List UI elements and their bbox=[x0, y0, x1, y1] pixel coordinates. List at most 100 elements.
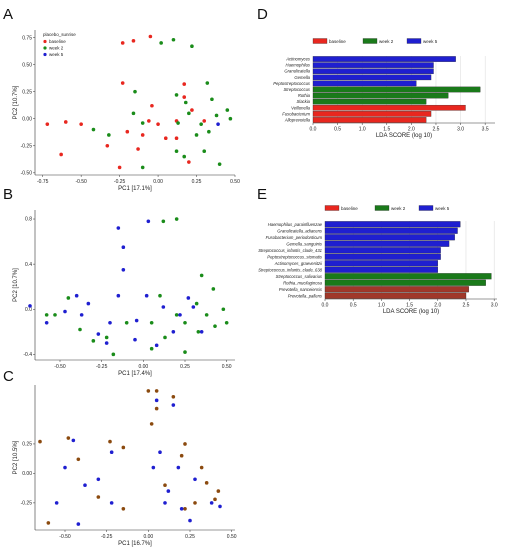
x-tick-label: 0.0 bbox=[322, 303, 329, 309]
x-tick-label: -0.25 bbox=[101, 534, 113, 540]
x-tick-label: -0.50 bbox=[59, 534, 71, 540]
data-point-baseline bbox=[182, 82, 187, 86]
data-point-week-2 bbox=[199, 273, 204, 278]
data-point-week-2 bbox=[133, 89, 137, 94]
data-point-week-5 bbox=[144, 293, 149, 298]
x-tick-label: 0.00 bbox=[153, 179, 163, 185]
data-point-week-2 bbox=[214, 113, 219, 118]
x-tick-label: 0.00 bbox=[143, 534, 153, 540]
data-point-week-5 bbox=[166, 489, 171, 493]
data-point-week-5 bbox=[96, 477, 101, 482]
data-point-week-2 bbox=[213, 497, 217, 502]
data-point-baseline bbox=[120, 81, 125, 85]
data-point-week-5 bbox=[199, 330, 204, 334]
data-point-week-2 bbox=[76, 457, 81, 462]
data-point-week-2 bbox=[163, 483, 167, 488]
feature-label: Haemophilus bbox=[286, 63, 311, 68]
feature-label: Streptococcus bbox=[283, 87, 310, 92]
x-tick-label: -0.25 bbox=[114, 179, 126, 185]
x-tick-label: 1.5 bbox=[406, 303, 413, 309]
lda-bar bbox=[324, 273, 492, 280]
feature-label: Granulicatella bbox=[284, 69, 310, 74]
legend-swatch bbox=[43, 46, 47, 50]
x-tick-label: 2.5 bbox=[432, 127, 439, 133]
data-point-week-5 bbox=[176, 465, 181, 470]
panel-label-d: D bbox=[257, 6, 268, 23]
lda-bar bbox=[324, 266, 438, 273]
data-point-week-2 bbox=[124, 320, 129, 325]
data-point-week-2 bbox=[163, 335, 167, 340]
scatter-plot-b: -0.50 -0.25 0.00 0.25 0.50 0.8 0.4 0.0 -0.4 PC1 [… bbox=[13, 210, 235, 377]
data-point-baseline bbox=[79, 122, 83, 126]
data-point-week-2 bbox=[225, 108, 230, 112]
lda-bar bbox=[312, 98, 427, 105]
data-point-week-2 bbox=[202, 149, 207, 153]
feature-label: Fusobacterium_periodonticum bbox=[266, 235, 323, 240]
data-point-week-2 bbox=[96, 495, 101, 499]
x-tick-label: 3.0 bbox=[457, 127, 464, 133]
x-axis-label: LDA SCORE (log 10) bbox=[383, 309, 439, 315]
data-point-week-2 bbox=[46, 521, 51, 525]
x-tick-label: 0.50 bbox=[227, 534, 237, 540]
legend-entry: baseline bbox=[49, 39, 66, 44]
data-point-week-2 bbox=[149, 422, 154, 426]
x-axis-label: PC1 [16.7%] bbox=[118, 541, 152, 547]
x-axis-label: PC1 [17.1%] bbox=[118, 186, 152, 192]
data-point-week-5 bbox=[104, 341, 109, 345]
feature-label: Streptococcus_salivarius bbox=[276, 274, 323, 279]
legend-swatch bbox=[362, 38, 378, 44]
data-point-week-5 bbox=[188, 518, 192, 523]
data-point-week-2 bbox=[217, 162, 222, 166]
data-point-week-5 bbox=[146, 219, 151, 224]
y-tick-label: -0.25 bbox=[21, 501, 33, 507]
data-point-week-2 bbox=[161, 219, 166, 224]
scatter-plot-a: -0.75 -0.50 -0.25 0.00 0.25 0.50 0.75 0.50 0.25 0… bbox=[13, 30, 240, 192]
feature-label: Haemophilus_parainfluenzae bbox=[268, 222, 323, 227]
data-point-week-5 bbox=[191, 305, 196, 309]
feature-label: Prevotella_nanceiensis bbox=[279, 287, 323, 292]
feature-label: Actinomyces_graevenitzii bbox=[274, 261, 323, 266]
legend-swatch bbox=[324, 205, 340, 211]
data-point-week-2 bbox=[199, 122, 203, 126]
data-point-week-2 bbox=[149, 346, 154, 351]
data-point-week-5 bbox=[121, 245, 126, 250]
x-tick-label: 0.25 bbox=[185, 534, 195, 540]
y-tick-label: 0.25 bbox=[22, 442, 32, 448]
feature-label: Veillonella bbox=[291, 105, 311, 110]
data-point-week-5 bbox=[163, 501, 167, 505]
legend-entry: week 5 bbox=[423, 39, 438, 44]
legend-entry: week 5 bbox=[49, 52, 64, 57]
data-point-baseline bbox=[190, 108, 194, 112]
data-point-week-5 bbox=[121, 267, 126, 272]
y-tick-label: 0.00 bbox=[22, 471, 32, 477]
data-point-week-2 bbox=[216, 489, 221, 493]
x-tick-label: 0.50 bbox=[222, 364, 232, 370]
lda-bar bbox=[312, 111, 432, 117]
data-point-week-5 bbox=[178, 313, 182, 317]
data-point-week-2 bbox=[38, 439, 42, 444]
x-tick-label: -0.75 bbox=[37, 179, 49, 185]
y-tick-label: 0.00 bbox=[22, 116, 32, 122]
x-tick-label: 3.5 bbox=[482, 127, 489, 133]
data-point-week-2 bbox=[171, 37, 176, 42]
data-point-week-2 bbox=[179, 453, 184, 458]
data-point-week-2 bbox=[211, 287, 216, 291]
feature-label: Slackia bbox=[297, 99, 311, 104]
data-point-week-2 bbox=[176, 121, 180, 125]
data-point-week-5 bbox=[74, 293, 79, 298]
data-point-baseline bbox=[140, 133, 145, 137]
data-point-week-5 bbox=[79, 313, 84, 317]
lda-bar bbox=[312, 92, 449, 99]
data-point-week-2 bbox=[174, 149, 179, 153]
data-point-week-2 bbox=[213, 324, 217, 328]
data-point-week-5 bbox=[44, 320, 49, 325]
data-point-week-2 bbox=[182, 154, 187, 159]
data-point-week-5 bbox=[96, 332, 101, 336]
legend-swatch bbox=[418, 205, 434, 211]
data-point-week-5 bbox=[158, 450, 162, 454]
x-tick-label: 3.0 bbox=[491, 303, 498, 309]
legend-swatch bbox=[43, 52, 47, 57]
data-point-baseline bbox=[105, 143, 110, 148]
y-tick-label: 0.25 bbox=[22, 89, 32, 95]
y-tick-label: -0.50 bbox=[21, 171, 33, 177]
